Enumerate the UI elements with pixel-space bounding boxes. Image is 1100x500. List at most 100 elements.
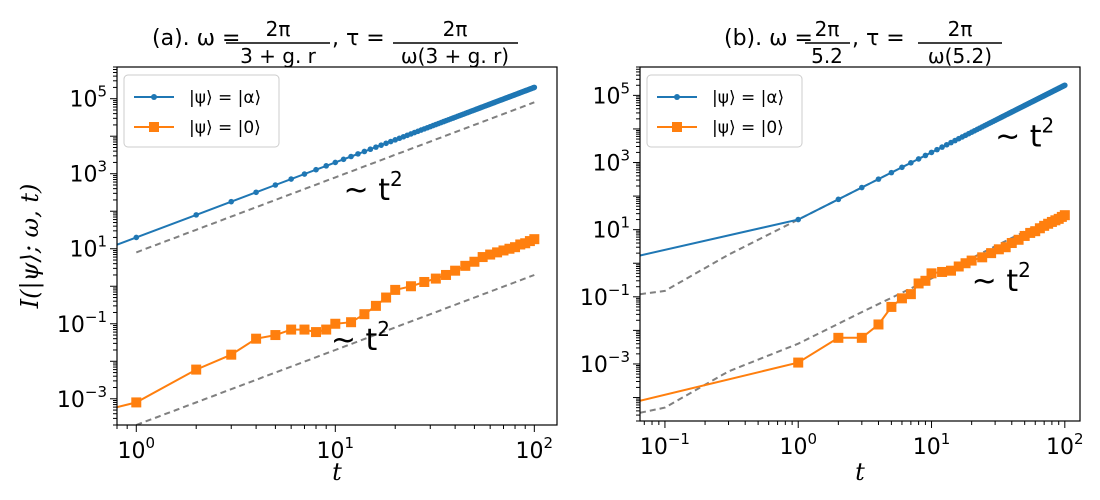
- panel-a-guide-line-1: [135, 274, 535, 425]
- panel-b-legend-label-alpha: |ψ⟩ = |α⟩: [712, 88, 784, 108]
- panel-a-series-point-alpha: [367, 146, 374, 153]
- panel-b: (b). ω = 2π 5.2 , τ = 2π ω(5.2) 10−1 100 1…: [580, 17, 1084, 486]
- panel-b-series-point-alpha: [835, 196, 842, 203]
- panel-a-series-point-alpha: [531, 84, 538, 91]
- panel-b-series-point-alpha: [875, 176, 882, 182]
- panel-a-frame: [116, 66, 558, 426]
- panel-a-series-point-alpha: [133, 234, 140, 241]
- panel-a-legend-marker-zero: [149, 122, 159, 132]
- panel-a-x-tick-label: 102: [516, 434, 554, 464]
- panel-a-y-tick-label: 10−1: [57, 308, 107, 338]
- panel-a-series-point-zero: [370, 300, 381, 311]
- panel-a: (a). ω = 2π 3 + g. r , τ = 2π ω(3 + g. r…: [16, 17, 558, 486]
- panel-a-series-point-alpha: [355, 151, 361, 157]
- panel-a-y-tick-label: 105: [69, 83, 107, 113]
- panel-b-series-point-zero: [793, 357, 804, 368]
- panel-b-series-point-alpha: [915, 156, 922, 162]
- panel-b-series-point-zero: [937, 266, 948, 277]
- panel-a-series-point-zero: [286, 324, 297, 335]
- panel-a-annotation-t-squared: ~ t2: [344, 167, 403, 208]
- panel-b-legend-marker-alpha: [674, 94, 680, 100]
- panel-a-series-point-alpha: [373, 144, 379, 150]
- panel-a-annotation-t-squared: ~ t2: [331, 317, 390, 358]
- panel-a-series-point-alpha: [332, 159, 339, 166]
- panel-b-series-point-alpha: [795, 216, 802, 223]
- panel-a-series-point-zero: [346, 317, 357, 328]
- panel-b-frame: [639, 66, 1081, 422]
- panel-a-series-point-zero: [498, 245, 509, 256]
- panel-a-series-point-zero: [441, 269, 452, 280]
- panel-b-y-tick-label: 10−1: [580, 281, 630, 311]
- panel-b-series-point-zero: [896, 293, 907, 304]
- panel-a-y-tick-label: 101: [69, 233, 107, 263]
- panel-a-series-point-zero: [191, 364, 202, 375]
- panel-b-series-point-alpha: [922, 152, 929, 159]
- panel-b-series-point-zero: [833, 332, 844, 343]
- panel-b-series-point-alpha: [888, 169, 895, 176]
- panel-b-series-point-zero: [953, 261, 964, 272]
- panel-a-y-tick-label: 103: [69, 158, 107, 188]
- panel-a-series-point-zero: [381, 292, 392, 303]
- panel-a-series-point-alpha: [228, 198, 235, 205]
- panel-a-series-point-alpha: [313, 166, 319, 173]
- panel-a-series-point-alpha: [387, 138, 394, 145]
- panel-b-series-point-alpha: [934, 146, 940, 153]
- panel-b-series-point-zero: [886, 301, 897, 312]
- panel-a-data: [117, 84, 540, 425]
- panel-a-omega-numerator: 2π: [266, 17, 291, 41]
- panel-a-ylabel: I(|ψ⟩; ω, t): [16, 184, 45, 310]
- panel-b-series-point-zero: [986, 248, 997, 259]
- panel-b-title-sep: , τ =: [852, 26, 905, 51]
- panel-b-title-prefix: (b). ω =: [724, 26, 813, 51]
- panel-a-series-point-alpha: [193, 212, 199, 218]
- panel-a-series-point-zero: [405, 281, 416, 292]
- panel-a-legend-marker-alpha: [151, 94, 157, 100]
- panel-b-tau-denominator: ω(5.2): [928, 44, 992, 68]
- panel-a-series-point-zero: [299, 324, 310, 335]
- panel-b-y-tick-label: 10−3: [580, 348, 630, 378]
- panel-a-series-point-zero: [390, 284, 401, 295]
- panel-b-annotation-t-squared: ~ t2: [972, 258, 1031, 299]
- panel-b-series-point-alpha: [899, 164, 905, 171]
- panel-a-series-point-zero: [485, 249, 496, 260]
- panel-b-series-point-alpha: [928, 149, 935, 156]
- panel-b-series-point-zero: [873, 319, 884, 330]
- panel-a-legend-label-zero: |ψ⟩ = |0⟩: [189, 118, 261, 138]
- panel-b-series-point-zero: [993, 244, 1004, 255]
- panel-a-plot-area: 100 101 102 10−3 10−1 101 103 105 ~ t2 ~ t2: [57, 66, 554, 464]
- panel-a-series-point-alpha: [253, 189, 259, 196]
- panel-b-series-point-zero: [905, 289, 916, 300]
- panel-a-series-point-alpha: [323, 163, 329, 169]
- panel-a-series-point-alpha: [361, 148, 368, 155]
- panel-a-y-tick-label: 10−3: [57, 383, 107, 413]
- panel-a-series-point-zero: [270, 330, 281, 341]
- panel-b-series-point-zero: [913, 278, 924, 289]
- panel-b-omega-denominator: 5.2: [811, 44, 843, 68]
- panel-a-series-point-zero: [477, 252, 488, 263]
- panel-a-legend-box: [123, 74, 280, 148]
- panel-b-plot-area: 10−1 100 101 102 10−3 10−1 101 103 105 ~ t2 ~ t2: [580, 66, 1084, 460]
- panel-a-series-point-zero: [430, 273, 441, 284]
- panel-a-series-point-alpha: [340, 156, 347, 163]
- panel-b-series-point-alpha: [908, 160, 914, 166]
- panel-a-tau-numerator: 2π: [443, 17, 468, 41]
- panel-b-series-point-zero: [856, 332, 867, 343]
- panel-b-series-point-alpha: [939, 144, 945, 150]
- panel-b-series-point-zero: [1013, 234, 1024, 245]
- panel-b-series-point-zero: [1019, 230, 1030, 241]
- panel-b-legend-label-zero: |ψ⟩ = |0⟩: [712, 118, 784, 138]
- panel-a-series-point-zero: [251, 333, 262, 344]
- panel-a-x-tick-label: 101: [317, 434, 355, 464]
- panel-a-series-point-zero: [131, 397, 142, 408]
- panel-b-omega-numerator: 2π: [815, 17, 840, 41]
- panel-a-series-point-alpha: [392, 137, 399, 143]
- panel-b-annotation-t-squared: ~ t2: [995, 114, 1054, 155]
- panel-b-tau-numerator: 2π: [948, 17, 973, 41]
- panel-b-x-tick-label: 102: [1046, 430, 1084, 460]
- panel-b-xlabel: t: [855, 458, 865, 486]
- panel-a-series-point-zero: [529, 234, 540, 245]
- panel-a-guide-line-0: [135, 101, 535, 254]
- panel-b-legend-marker-zero: [672, 122, 682, 132]
- panel-b-series-point-zero: [1006, 238, 1017, 249]
- panel-a-series-point-zero: [330, 318, 341, 329]
